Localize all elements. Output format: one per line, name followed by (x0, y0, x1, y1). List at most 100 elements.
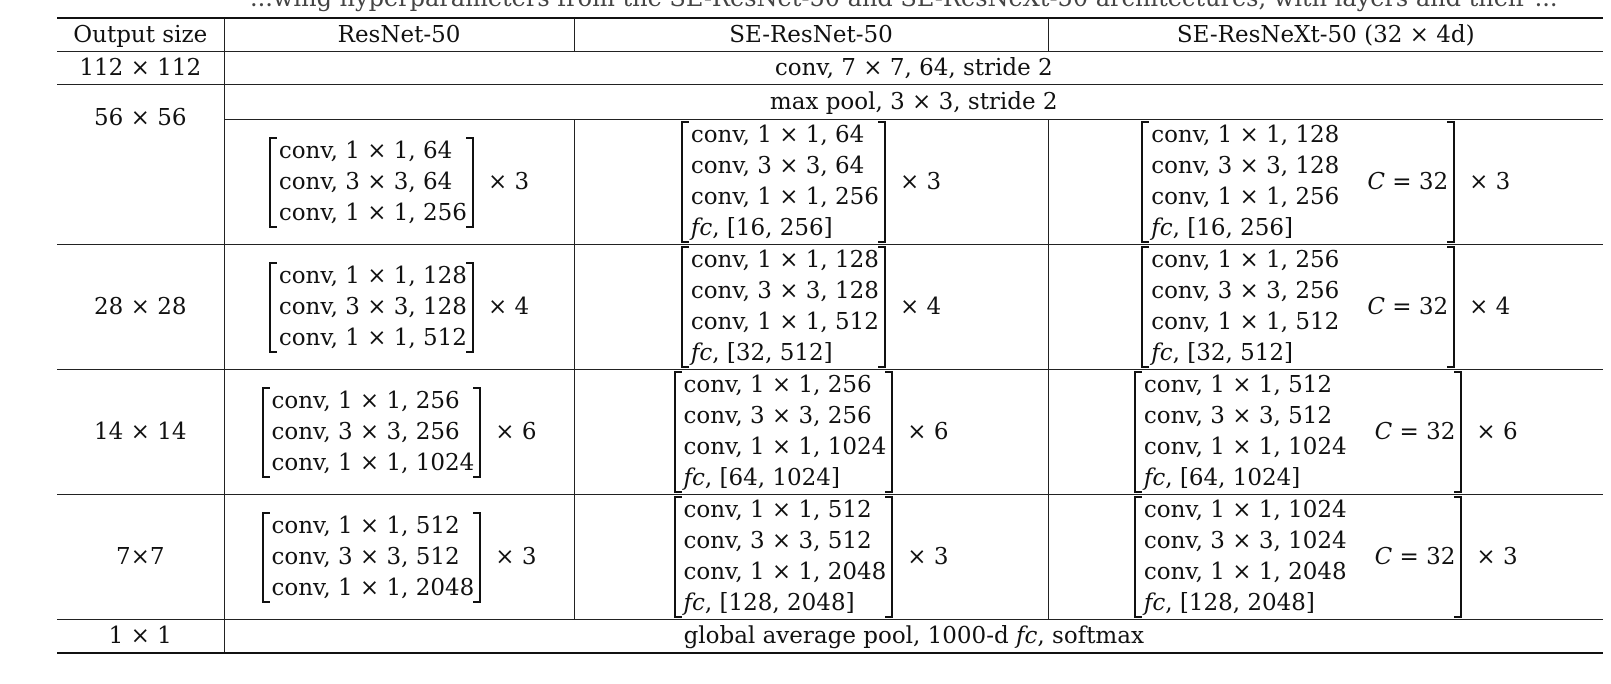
se-resnet-block-cell: conv, 1 × 1, 64 conv, 3 × 3, 64 conv, 1 × … (573, 119, 1049, 245)
block-layer-line: conv, 1 × 1, 2048 (271, 574, 475, 601)
conv1-cell: conv, 7 × 7, 64, stride 2 (223, 51, 1603, 85)
se-resnext-block-cell: conv, 1 × 1, 128 conv, 3 × 3, 128 conv, 1 … (1047, 119, 1603, 245)
block-matrix: conv, 1 × 1, 64 conv, 3 × 3, 64 conv, 1 × … (680, 120, 887, 244)
block-layer-line: conv, 1 × 1, 512 (278, 324, 467, 351)
block-layer-line: conv, 1 × 1, 256 (278, 199, 467, 226)
block-matrix: conv, 1 × 1, 256 conv, 3 × 3, 256 conv, 1 … (673, 370, 894, 494)
block-layer-line: fc, [32, 512] (1151, 340, 1293, 366)
cardinality-label: C = 32 (1374, 543, 1456, 570)
block-matrix: conv, 1 × 1, 512 conv, 3 × 3, 512 conv, 1 … (673, 495, 894, 619)
output-size-cell: 112 × 112 (57, 51, 225, 85)
table-row-maxpool: 56 × 56 max pool, 3 × 3, stride 2 (57, 84, 1603, 245)
block-layer-line: conv, 1 × 1, 64 (278, 137, 453, 164)
block-layer-line: conv, 1 × 1, 1024 (1143, 497, 1347, 523)
block-layer-line: conv, 3 × 3, 256 (1151, 278, 1340, 304)
block-layer-line: fc, [64, 1024] (1143, 465, 1301, 491)
block-layer-line: conv, 1 × 1, 256 (271, 387, 460, 414)
block-layer-line: conv, 1 × 1, 512 (690, 309, 879, 335)
block-layer-line: conv, 1 × 1, 512 (1143, 372, 1332, 398)
repeat-count: × 3 (907, 543, 949, 570)
cardinality-label: C = 32 (1367, 293, 1449, 320)
caption-fragment: ...wing hyperparameters from the SE-ResN… (0, 0, 1611, 12)
architecture-table: Output size ResNet-50 SE-ResNet-50 SE-Re… (57, 17, 1603, 654)
repeat-count: × 6 (907, 418, 949, 445)
table-row-final: 1 × 1 global average pool, 1000-d fc, so… (57, 619, 1603, 654)
block-layer-line: conv, 1 × 1, 256 (690, 184, 879, 210)
se-resnet-block-cell: conv, 1 × 1, 256 conv, 3 × 3, 256 conv, 1 … (573, 369, 1049, 495)
block-layer-line: fc, [16, 256] (690, 215, 833, 241)
se-resnet-block-cell: conv, 1 × 1, 512 conv, 3 × 3, 512 conv, 1 … (573, 494, 1049, 620)
repeat-count: × 4 (487, 293, 530, 320)
block-layer-line: conv, 1 × 1, 128 (278, 262, 467, 289)
output-size-cell: 1 × 1 (57, 619, 225, 654)
header-se-resnet-50: SE-ResNet-50 (573, 17, 1049, 52)
header-se-resnext-50: SE-ResNeXt-50 (32 × 4d) (1047, 17, 1603, 52)
se-resnext-block-cell: conv, 1 × 1, 256 conv, 3 × 3, 256 conv, 1 … (1047, 244, 1603, 370)
block-layer-line: conv, 1 × 1, 2048 (1143, 559, 1347, 585)
repeat-count: × 4 (899, 293, 942, 320)
repeat-count: × 3 (487, 168, 530, 195)
block-layer-line: conv, 3 × 3, 512 (683, 528, 872, 554)
block-matrix: conv, 1 × 1, 1024 conv, 3 × 3, 1024 conv, … (1133, 495, 1463, 619)
table-row-stage: conv, 1 × 1, 64 conv, 3 × 3, 64 conv, 1 × … (57, 119, 1603, 245)
block-layer-line: conv, 1 × 1, 512 (1151, 309, 1340, 335)
output-size-cell: 7×7 (57, 494, 225, 620)
block-layer-line: conv, 3 × 3, 64 (278, 168, 453, 195)
block-matrix: conv, 1 × 1, 256 conv, 3 × 3, 256 conv, 1 … (1141, 245, 1455, 369)
block-layer-line: fc, [128, 2048] (683, 590, 855, 616)
table-row-stage: 14 × 14 conv, 1 × 1, 256 conv, 3 × 3, 256… (57, 369, 1603, 495)
table-row-conv1: 112 × 112 conv, 7 × 7, 64, stride 2 (57, 51, 1603, 85)
cardinality-label: C = 32 (1374, 418, 1456, 445)
block-layer-line: conv, 1 × 1, 512 (271, 512, 460, 539)
block-layer-line: conv, 1 × 1, 128 (690, 247, 879, 273)
final-desc-pre: global average pool, 1000-d (683, 622, 1016, 649)
header-row: Output size ResNet-50 SE-ResNet-50 SE-Re… (57, 17, 1603, 52)
block-matrix: conv, 1 × 1, 128 conv, 3 × 3, 128 conv, 1 … (268, 261, 475, 354)
block-matrix: conv, 1 × 1, 128 conv, 3 × 3, 128 conv, 1 … (680, 245, 887, 369)
block-layer-line: conv, 1 × 1, 128 (1151, 122, 1340, 148)
block-layer-line: fc, [32, 512] (690, 340, 833, 366)
block-layer-line: conv, 1 × 1, 256 (1151, 247, 1340, 273)
repeat-count: × 3 (1469, 168, 1511, 195)
cardinality-label: C = 32 (1367, 168, 1449, 195)
final-desc-fc: fc (1016, 622, 1038, 649)
repeat-count: × 3 (899, 168, 942, 195)
block-layer-line: fc, [128, 2048] (1143, 590, 1315, 616)
caption-text: ...wing hyperparameters from the SE-ResN… (250, 0, 1558, 12)
repeat-count: × 3 (1476, 543, 1518, 570)
block-layer-line: conv, 3 × 3, 1024 (1143, 528, 1347, 554)
block-layer-line: conv, 1 × 1, 512 (683, 497, 872, 523)
block-layer-line: conv, 3 × 3, 128 (278, 293, 467, 320)
output-size-cell: 56 × 56 (57, 84, 225, 245)
output-size-cell: 28 × 28 (57, 244, 225, 370)
block-matrix: conv, 1 × 1, 128 conv, 3 × 3, 128 conv, 1 … (1141, 120, 1455, 244)
block-matrix: conv, 1 × 1, 256 conv, 3 × 3, 256 conv, 1 … (261, 386, 482, 479)
repeat-count: × 4 (1469, 293, 1511, 320)
resnet-block-cell: conv, 1 × 1, 128 conv, 3 × 3, 128 conv, 1 … (223, 244, 575, 370)
final-desc-post: , softmax (1037, 622, 1144, 649)
resnet-block-cell: conv, 1 × 1, 256 conv, 3 × 3, 256 conv, 1 … (223, 369, 575, 495)
block-layer-line: conv, 3 × 3, 512 (1143, 403, 1332, 429)
block-matrix: conv, 1 × 1, 512 conv, 3 × 3, 512 conv, 1 … (1133, 370, 1463, 494)
block-layer-line: conv, 3 × 3, 256 (683, 403, 872, 429)
se-resnet-block-cell: conv, 1 × 1, 128 conv, 3 × 3, 128 conv, 1 … (573, 244, 1049, 370)
block-layer-line: conv, 1 × 1, 256 (683, 372, 872, 398)
block-layer-line: conv, 3 × 3, 128 (1151, 153, 1340, 179)
maxpool-cell: max pool, 3 × 3, stride 2 (223, 84, 1603, 120)
block-matrix: conv, 1 × 1, 512 conv, 3 × 3, 512 conv, 1 … (261, 511, 482, 604)
block-layer-line: fc, [16, 256] (1151, 215, 1293, 241)
block-layer-line: conv, 3 × 3, 256 (271, 418, 460, 445)
block-layer-line: conv, 3 × 3, 128 (690, 278, 879, 304)
table-row-stage: 7×7 conv, 1 × 1, 512 conv, 3 × 3, 512 conv… (57, 494, 1603, 620)
block-layer-line: fc, [64, 1024] (683, 465, 840, 491)
se-resnext-block-cell: conv, 1 × 1, 1024 conv, 3 × 3, 1024 conv, … (1047, 494, 1603, 620)
block-layer-line: conv, 1 × 1, 1024 (271, 449, 475, 476)
block-matrix: conv, 1 × 1, 64 conv, 3 × 3, 64 conv, 1 × … (268, 136, 475, 229)
se-resnext-block-cell: conv, 1 × 1, 512 conv, 3 × 3, 512 conv, 1 … (1047, 369, 1603, 495)
resnet-block-cell: conv, 1 × 1, 512 conv, 3 × 3, 512 conv, 1 … (223, 494, 575, 620)
final-layer-cell: global average pool, 1000-d fc, softmax (223, 619, 1603, 654)
header-output-size: Output size (57, 17, 225, 52)
block-layer-line: conv, 1 × 1, 2048 (683, 559, 887, 585)
repeat-count: × 6 (1476, 418, 1518, 445)
block-layer-line: conv, 1 × 1, 64 (690, 122, 865, 148)
